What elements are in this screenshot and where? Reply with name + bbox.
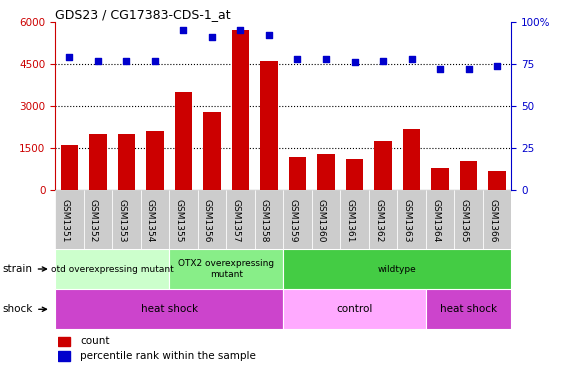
Bar [284,249,511,289]
Text: GSM1351: GSM1351 [60,199,70,243]
Point [150,58,160,64]
Point [293,56,302,62]
Text: GSM1359: GSM1359 [289,199,297,243]
Bar [289,157,306,190]
Text: GSM1361: GSM1361 [346,199,354,243]
Bar [58,351,70,361]
Bar [397,190,426,249]
Text: count: count [80,336,110,346]
Text: GSM1364: GSM1364 [431,199,440,243]
Bar [284,190,312,249]
Bar [169,190,198,249]
Bar [118,134,135,190]
Bar [175,92,192,190]
Point [236,27,245,33]
Text: OTX2 overexpressing
mutant: OTX2 overexpressing mutant [178,259,274,279]
Text: GSM1356: GSM1356 [203,199,212,243]
Bar [312,190,340,249]
Text: GSM1355: GSM1355 [174,199,184,243]
Bar [55,289,284,329]
Point [264,33,274,38]
Point [407,56,416,62]
Point [65,55,74,60]
Text: GSM1362: GSM1362 [374,199,383,243]
Point [94,58,103,64]
Text: GSM1358: GSM1358 [260,199,269,243]
Text: heat shock: heat shock [440,304,497,314]
Point [464,66,473,72]
Point [378,58,388,64]
Bar [232,30,249,190]
Bar [454,190,483,249]
Point [321,56,331,62]
Point [350,59,359,65]
Text: GSM1354: GSM1354 [146,199,155,243]
Bar [61,145,78,190]
Bar [84,190,112,249]
Bar [226,190,254,249]
Bar [403,128,420,190]
Text: GDS23 / CG17383-CDS-1_at: GDS23 / CG17383-CDS-1_at [55,8,231,21]
Bar [375,141,392,190]
Text: control: control [336,304,372,314]
Text: otd overexpressing mutant: otd overexpressing mutant [51,265,174,273]
Point [435,66,444,72]
Point [207,34,217,40]
Bar [460,161,477,190]
Text: GSM1360: GSM1360 [317,199,326,243]
Text: percentile rank within the sample: percentile rank within the sample [80,351,256,361]
Bar [55,249,169,289]
Text: GSM1357: GSM1357 [231,199,241,243]
Text: GSM1363: GSM1363 [403,199,411,243]
Bar [426,190,454,249]
Bar [426,289,511,329]
Bar [203,112,221,190]
Bar [55,190,84,249]
Text: shock: shock [3,304,46,314]
Bar [369,190,397,249]
Text: GSM1365: GSM1365 [460,199,468,243]
Bar [254,190,284,249]
Bar [489,171,505,190]
Bar [146,131,163,190]
Text: heat shock: heat shock [141,304,198,314]
Text: wildtype: wildtype [378,265,417,273]
Point [492,63,501,69]
Point [179,27,188,33]
Text: GSM1353: GSM1353 [117,199,127,243]
Bar [483,190,511,249]
Point [122,58,131,64]
Bar [58,337,70,346]
Bar [284,289,426,329]
Bar [169,249,284,289]
Text: GSM1366: GSM1366 [488,199,497,243]
Bar [198,190,226,249]
Bar [260,61,278,190]
Text: strain: strain [3,264,46,274]
Text: GSM1352: GSM1352 [89,199,98,243]
Bar [141,190,169,249]
Bar [89,134,106,190]
Bar [112,190,141,249]
Bar [432,168,449,190]
Bar [346,160,363,190]
Bar [340,190,369,249]
Bar [317,154,335,190]
